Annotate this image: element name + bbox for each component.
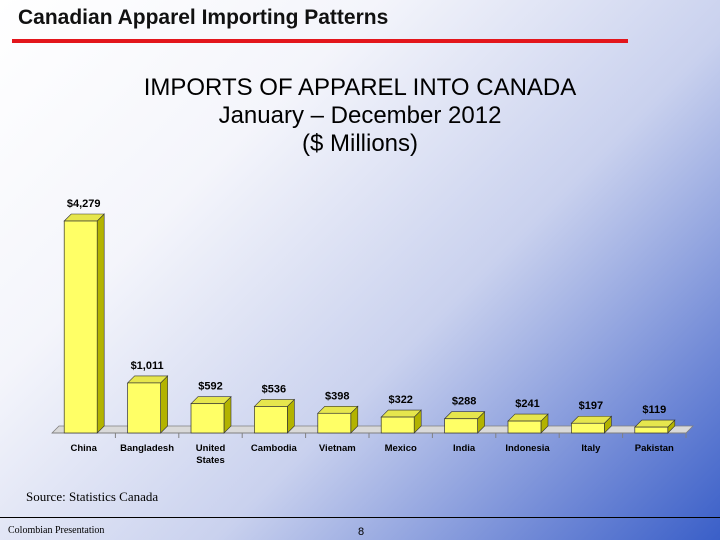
bar-indonesia — [507, 420, 542, 434]
bar-top — [126, 375, 169, 384]
data-label: $536 — [262, 383, 286, 395]
bar-side — [160, 375, 168, 434]
data-label: $592 — [198, 381, 222, 393]
bar-top — [63, 213, 105, 222]
bar-india — [444, 418, 478, 434]
bar-top — [634, 419, 676, 428]
bar-cambodia — [254, 406, 288, 434]
data-label: $119 — [642, 404, 666, 416]
data-label: $4,279 — [67, 198, 101, 210]
title-underline — [12, 39, 628, 43]
bar-china — [63, 220, 98, 434]
data-label: $398 — [325, 390, 349, 402]
bar-vietnam — [317, 412, 352, 434]
data-label: $288 — [452, 396, 476, 408]
page-number: 8 — [358, 526, 365, 538]
data-label: $1,011 — [131, 360, 164, 372]
bar-top — [380, 409, 422, 418]
category-label: United — [196, 443, 226, 454]
bar-top — [570, 415, 613, 424]
category-label: Italy — [581, 443, 601, 454]
bar-top — [443, 411, 486, 420]
bar-side — [96, 213, 105, 434]
bar-mexico — [380, 416, 415, 434]
chart-title-line-1: IMPORTS OF APPAREL INTO CANADA — [143, 74, 577, 101]
category-label: Mexico — [385, 443, 417, 454]
category-label: India — [453, 443, 476, 454]
category-label: China — [71, 443, 98, 454]
category-label: Pakistan — [635, 443, 674, 454]
category-label: Cambodia — [251, 443, 298, 454]
category-label: States — [196, 455, 225, 466]
chart-title-line-2: January – December 2012 — [218, 102, 502, 129]
data-label: $241 — [515, 398, 539, 410]
source-note: Source: Statistics Canada — [26, 489, 159, 504]
bar-top — [507, 413, 549, 422]
bar-italy — [571, 422, 605, 434]
footer-presentation-name: Colombian Presentation — [8, 525, 105, 536]
category-label: Bangladesh — [120, 443, 174, 454]
chart-title-line-3: ($ Millions) — [301, 130, 418, 157]
category-label: Vietnam — [319, 443, 356, 454]
bar-united-states — [190, 403, 225, 434]
bar-top — [253, 399, 296, 407]
footer-rule — [0, 517, 720, 518]
category-label: Indonesia — [505, 443, 550, 454]
data-label: $322 — [388, 394, 412, 406]
bar-top — [317, 405, 359, 414]
bar-pakistan — [634, 426, 669, 434]
slide-title: Canadian Apparel Importing Patterns — [18, 6, 389, 29]
bar-top — [190, 396, 232, 404]
bar-bangladesh — [127, 382, 161, 434]
data-label: $197 — [579, 400, 603, 412]
